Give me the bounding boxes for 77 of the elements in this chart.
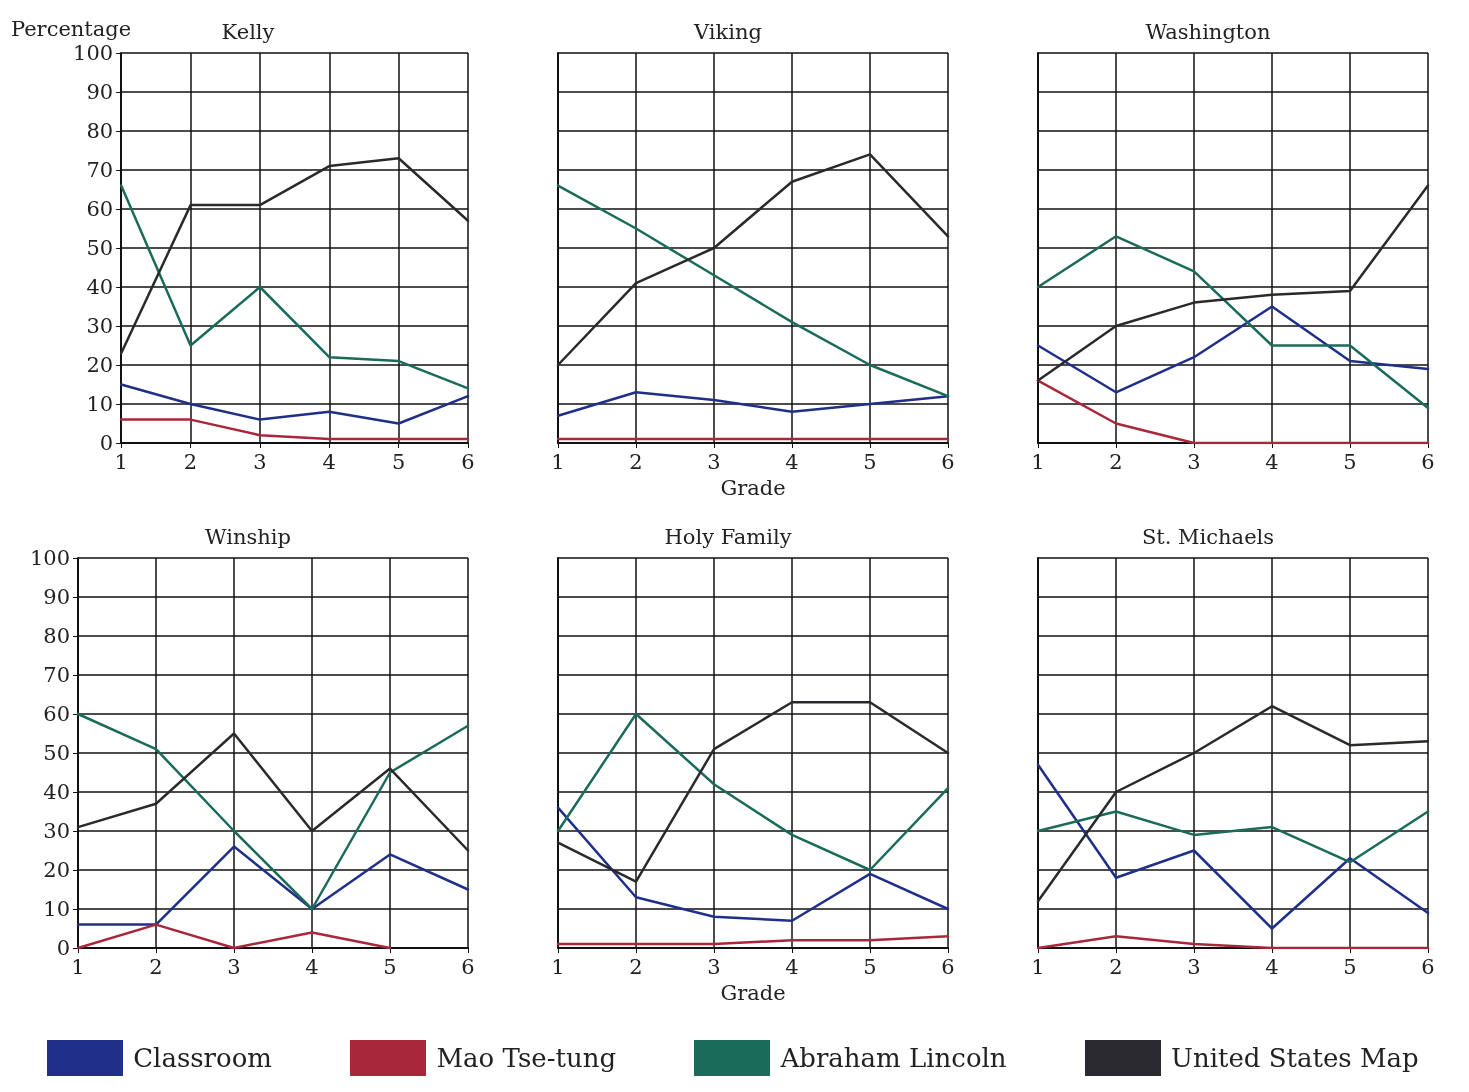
chart-title: Viking bbox=[693, 19, 762, 44]
y-tick-label: 40 bbox=[43, 780, 70, 804]
x-tick-label: 2 bbox=[1109, 954, 1123, 979]
x-tick-label: 3 bbox=[707, 954, 721, 979]
y-tick-label: 50 bbox=[43, 741, 70, 765]
x-tick-label: 5 bbox=[863, 449, 877, 474]
x-tick-label: 6 bbox=[941, 954, 955, 979]
x-tick-label: 5 bbox=[863, 954, 877, 979]
chart-title: Washington bbox=[1145, 19, 1271, 44]
line-series bbox=[76, 732, 470, 852]
line-series bbox=[76, 845, 470, 926]
line-series bbox=[119, 157, 470, 355]
line-series bbox=[119, 383, 470, 425]
x-tick-label: 5 bbox=[1343, 954, 1357, 979]
y-tick-label: 30 bbox=[86, 314, 114, 338]
legend-label: Classroom bbox=[133, 1043, 273, 1073]
x-axis-title: Grade bbox=[720, 980, 786, 1005]
x-tick-label: 4 bbox=[785, 449, 799, 474]
x-tick-label: 3 bbox=[1187, 449, 1201, 474]
y-tick-label: 20 bbox=[43, 858, 70, 882]
x-tick-label: 6 bbox=[941, 449, 955, 474]
y-tick-label: 60 bbox=[43, 702, 70, 726]
x-tick-label: 2 bbox=[149, 954, 163, 979]
chart-title: Holy Family bbox=[664, 524, 792, 549]
legend-label: United States Map bbox=[1171, 1043, 1419, 1073]
x-tick-label: 2 bbox=[629, 954, 643, 979]
y-tick-label: 0 bbox=[99, 431, 114, 455]
y-tick-label: 20 bbox=[86, 353, 114, 377]
x-tick-label: 1 bbox=[114, 449, 128, 474]
chart-title: Winship bbox=[205, 524, 291, 549]
x-tick-label: 1 bbox=[71, 954, 85, 979]
x-tick-label: 2 bbox=[629, 449, 643, 474]
y-tick-label: 100 bbox=[73, 41, 114, 65]
line-series bbox=[119, 184, 470, 390]
x-tick-label: 2 bbox=[183, 449, 198, 474]
x-tick-label: 5 bbox=[1343, 449, 1357, 474]
x-tick-label: 3 bbox=[227, 954, 241, 979]
x-tick-label: 1 bbox=[551, 954, 565, 979]
x-tick-label: 4 bbox=[785, 954, 799, 979]
x-tick-label: 3 bbox=[707, 449, 721, 474]
x-tick-label: 6 bbox=[1421, 449, 1435, 474]
x-tick-label: 1 bbox=[551, 449, 565, 474]
x-axis-title: Grade bbox=[720, 475, 786, 500]
chart-title: St. Michaels bbox=[1141, 524, 1275, 549]
legend-label: Mao Tse-tung bbox=[436, 1043, 617, 1073]
chart-title: Kelly bbox=[221, 19, 275, 44]
x-tick-label: 1 bbox=[1031, 449, 1045, 474]
y-tick-label: 70 bbox=[86, 158, 114, 182]
legend-label: Abraham Lincoln bbox=[780, 1043, 1007, 1073]
y-tick-label: 30 bbox=[43, 819, 70, 843]
x-tick-label: 5 bbox=[391, 449, 406, 474]
y-tick-label: 100 bbox=[29, 546, 70, 570]
y-tick-label: 10 bbox=[43, 897, 70, 921]
y-axis-title: Percentage bbox=[10, 16, 132, 41]
y-tick-label: 80 bbox=[86, 119, 114, 143]
line-series bbox=[76, 712, 470, 911]
y-tick-label: 10 bbox=[86, 392, 114, 416]
x-tick-label: 4 bbox=[305, 954, 319, 979]
x-tick-label: 6 bbox=[461, 954, 475, 979]
y-tick-label: 0 bbox=[56, 936, 70, 960]
y-tick-label: 70 bbox=[43, 663, 70, 687]
x-tick-label: 3 bbox=[1187, 954, 1201, 979]
y-tick-label: 40 bbox=[86, 275, 114, 299]
y-tick-label: 80 bbox=[43, 624, 70, 648]
x-tick-label: 4 bbox=[1265, 954, 1279, 979]
x-tick-label: 5 bbox=[383, 954, 397, 979]
x-tick-label: 1 bbox=[1031, 954, 1045, 979]
x-tick-label: 3 bbox=[253, 449, 267, 474]
x-tick-label: 4 bbox=[1265, 449, 1279, 474]
x-tick-label: 2 bbox=[1109, 449, 1123, 474]
y-tick-label: 50 bbox=[86, 236, 114, 260]
y-tick-label: 60 bbox=[86, 197, 114, 221]
x-tick-label: 4 bbox=[322, 449, 336, 474]
x-tick-label: 6 bbox=[1421, 954, 1435, 979]
x-tick-label: 6 bbox=[461, 449, 475, 474]
y-tick-label: 90 bbox=[43, 585, 70, 609]
y-tick-label: 90 bbox=[86, 80, 114, 104]
